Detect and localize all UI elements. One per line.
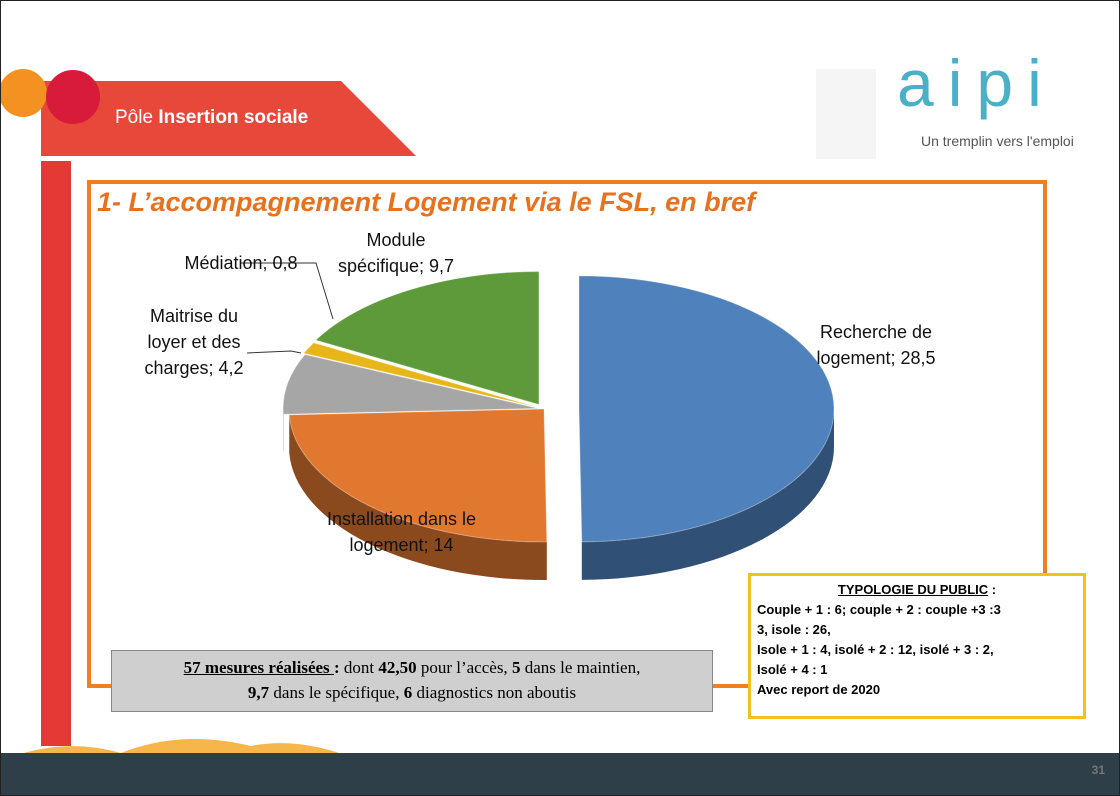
summary-text: 5 [511, 658, 521, 677]
summary-text: dans le spécifique, [269, 683, 404, 702]
side-bar [41, 161, 71, 746]
data-label: Maitrise du loyer et des charges; 4,2 [144, 306, 244, 378]
summary-text: pour l’accès, [416, 658, 512, 677]
typology-line: Avec report de 2020 [757, 682, 881, 697]
logo-name: aipi [897, 46, 1056, 120]
summary-text: diagnostics non aboutis [412, 683, 577, 702]
logo-dot [1, 69, 47, 117]
logo-tagline: Un tremplin vers l'emploi [921, 133, 1074, 149]
pie-slice [578, 275, 835, 543]
typology-line: 3, isole : 26, [757, 622, 831, 637]
pie-slice [314, 271, 540, 406]
typology-line: Couple + 1 : 6; couple + 2 : couple +3 :… [757, 602, 1001, 617]
pie-slice [282, 353, 539, 415]
header-band [41, 81, 416, 156]
pole-title: Insertion sociale [158, 107, 309, 128]
logo-figure [816, 69, 876, 159]
data-label: Médiation; 0,8 [184, 253, 298, 273]
summary-text: 6 [403, 683, 413, 702]
summary-text: dans le maintien, [520, 658, 641, 677]
data-label: Recherche de logement; 28,5 [816, 322, 936, 368]
leader-line [246, 350, 302, 354]
typology-title: TYPOLOGIE DU PUBLIC [837, 582, 989, 597]
page-number: 31 [1091, 763, 1105, 777]
summary-text: 57 mesures réalisées [183, 658, 334, 677]
summary-text: 42,50 [378, 658, 417, 677]
data-label: Module spécifique; 9,7 [337, 230, 455, 276]
logo-dot [46, 70, 100, 124]
summary-box: 57 mesures réalisées : dont 42,50 pour l… [111, 650, 713, 712]
typology-line: Isole + 1 : 4, isolé + 2 : 12, isolé + 3… [757, 642, 994, 657]
data-label: Installation dans le logement; 14 [326, 509, 477, 555]
pole-label: Pôle [115, 107, 154, 128]
pie-slice [288, 408, 548, 543]
typology-line: Isolé + 4 : 1 [757, 662, 828, 677]
footer-bar [1, 753, 1119, 795]
leader-line [241, 262, 334, 320]
summary-text: 9,7 [247, 683, 270, 702]
typology-box: TYPOLOGIE DU PUBLIC : Couple + 1 : 6; co… [748, 573, 1086, 719]
chart-title: 1- L’accompagnement Logement via le FSL,… [97, 187, 756, 217]
summary-text: dont [343, 658, 379, 677]
pie [282, 271, 835, 580]
pie-slice [302, 342, 537, 408]
slice-side [581, 408, 834, 580]
typology-title: : [988, 582, 997, 597]
slice-side [289, 414, 547, 580]
summary-text: : [333, 658, 344, 677]
header-text: Pôle Insertion sociale [115, 107, 308, 129]
